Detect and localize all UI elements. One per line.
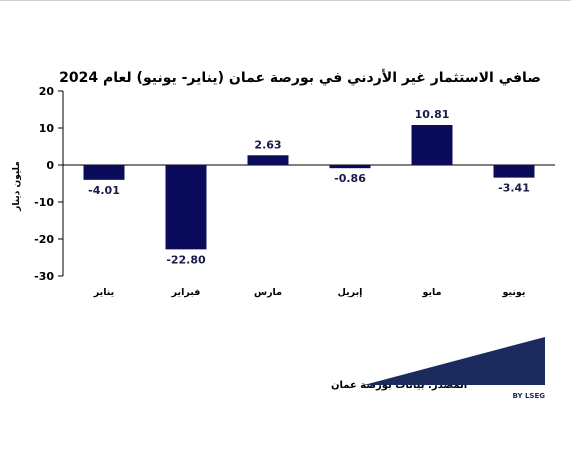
- plot-area: 20 10 0 -10 -20 -30 -4.01 يناير -22.80 فبراير 2.63…: [34, 85, 555, 298]
- y-tick-label: 10: [39, 122, 55, 135]
- x-category-label: مارس: [254, 287, 282, 298]
- chart-title: صافي الاستثمار غير الأردني في بورصة عمان…: [59, 69, 541, 86]
- logo-text: زاوية: [547, 351, 571, 391]
- y-tick-label: 0: [46, 159, 54, 172]
- y-tick-label: -10: [34, 196, 54, 209]
- source-note: المصدر: بيانات بورصة عمان: [331, 380, 467, 391]
- data-label: -0.86: [334, 172, 366, 185]
- data-label: 2.63: [254, 138, 281, 151]
- logo: زاوية BY LSEG: [364, 337, 571, 400]
- bar: [165, 165, 207, 250]
- bar: [411, 125, 453, 165]
- y-tick-label: 20: [39, 85, 55, 98]
- bar: [329, 165, 371, 169]
- bar: [83, 165, 125, 180]
- logo-subtext: BY LSEG: [513, 392, 546, 400]
- data-label: -3.41: [498, 182, 530, 195]
- top-border: [0, 0, 571, 1]
- x-category-label: مايو: [422, 287, 442, 298]
- logo-background: [364, 337, 545, 385]
- data-label: -22.80: [166, 253, 206, 266]
- x-category-label: يناير: [93, 287, 115, 298]
- y-tick-label: -20: [34, 233, 54, 246]
- x-category-label: فبراير: [171, 287, 201, 298]
- y-axis-label: مليون دينار: [12, 161, 22, 212]
- x-category-label: يونيو: [502, 287, 526, 298]
- bar: [493, 165, 535, 178]
- data-label: -4.01: [88, 184, 120, 197]
- bar: [247, 155, 289, 165]
- x-category-label: إبريل: [338, 287, 363, 298]
- data-label: 10.81: [415, 108, 450, 121]
- y-tick-label: -30: [34, 270, 54, 283]
